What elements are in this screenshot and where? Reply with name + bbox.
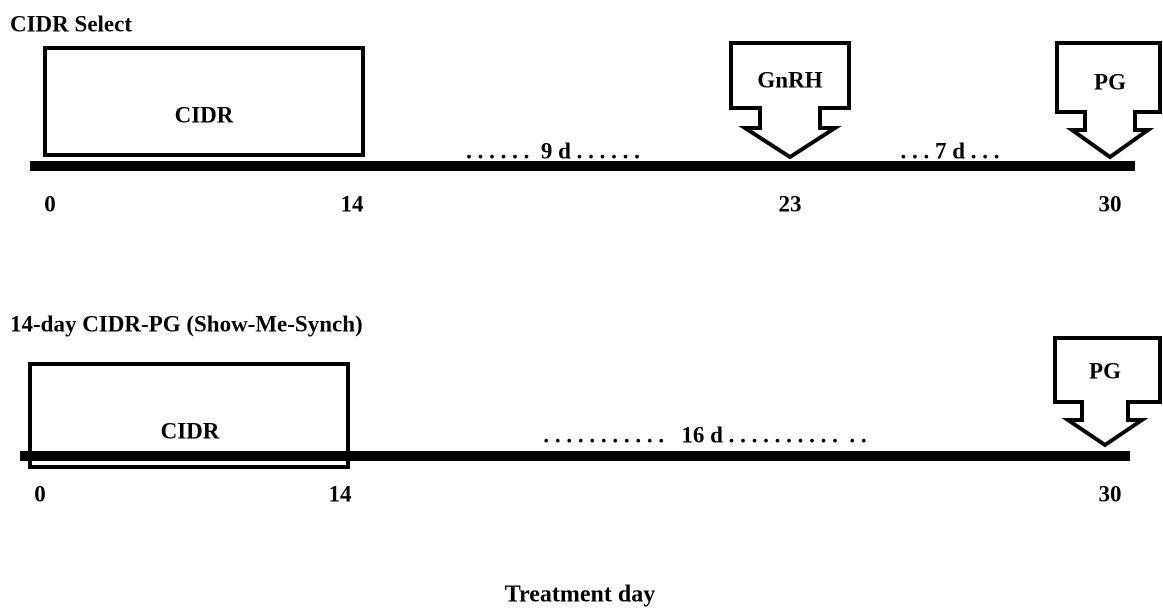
box-label: CIDR [161, 418, 220, 443]
arrow-label: GnRH [757, 67, 822, 92]
day-label: 14 [341, 191, 365, 216]
cidr-box [28, 362, 350, 469]
protocol: CIDR Select CIDR GnRH PG . . . . . . 9 d… [10, 11, 1162, 216]
arrow-label: PG [1089, 358, 1121, 383]
interval-label: . . . . . . 9 d . . . . . . [466, 138, 640, 163]
protocol: 14-day CIDR-PG (Show-Me-Synch) CIDR PG .… [10, 311, 1162, 506]
day-label: 0 [44, 191, 56, 216]
interval-label: . . . . . . . . . . . 16 d . . . . . . .… [543, 422, 866, 447]
arrow [1055, 41, 1162, 160]
protocol-title: CIDR Select [10, 11, 132, 36]
day-label: 30 [1099, 191, 1122, 216]
interval-label: . . . 7 d . . . [900, 138, 999, 163]
day-label: 0 [34, 481, 46, 506]
arrow [729, 41, 851, 160]
arrow-label: PG [1094, 69, 1126, 94]
box-label: CIDR [175, 102, 234, 127]
day-label: 23 [779, 191, 802, 216]
cidr-box [43, 46, 365, 157]
arrow [1053, 336, 1162, 448]
axis-label: Treatment day [505, 582, 655, 608]
protocol-title: 14-day CIDR-PG (Show-Me-Synch) [10, 311, 363, 336]
day-label: 30 [1099, 481, 1122, 506]
day-label: 14 [329, 481, 353, 506]
